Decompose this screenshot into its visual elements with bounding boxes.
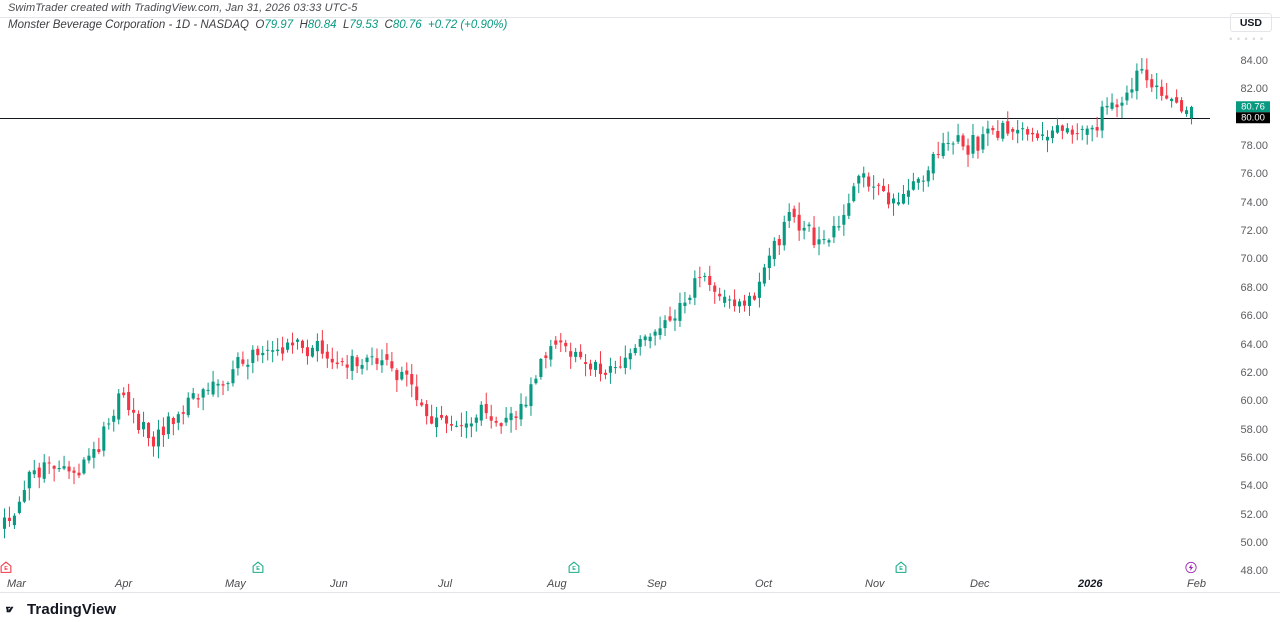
svg-text:E: E bbox=[256, 566, 260, 572]
svg-text:E: E bbox=[899, 566, 903, 572]
svg-text:E: E bbox=[572, 566, 576, 572]
svg-text:E: E bbox=[4, 566, 8, 572]
